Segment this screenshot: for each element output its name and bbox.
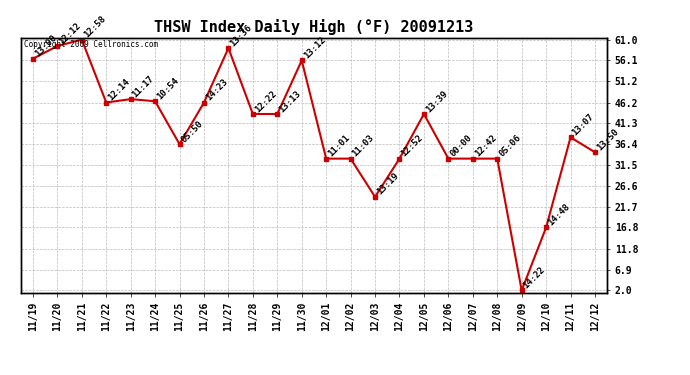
Text: 12:52: 12:52 [400, 133, 425, 159]
Text: 13:19: 13:19 [375, 171, 400, 197]
Text: 10:54: 10:54 [155, 76, 181, 101]
Text: 14:23: 14:23 [204, 77, 229, 102]
Text: 13:36: 13:36 [228, 23, 254, 48]
Text: 13:50: 13:50 [595, 127, 620, 152]
Text: 13:12: 13:12 [302, 35, 327, 60]
Text: 12:58: 12:58 [82, 14, 107, 40]
Text: 13:39: 13:39 [424, 88, 449, 114]
Text: 12:14: 12:14 [106, 77, 132, 102]
Text: 05:06: 05:06 [497, 133, 522, 159]
Text: 12:42: 12:42 [473, 133, 498, 159]
Text: 11:17: 11:17 [130, 74, 156, 99]
Text: Copyright 2009 Cellronics.com: Copyright 2009 Cellronics.com [23, 40, 158, 49]
Text: 00:00: 00:00 [448, 133, 474, 159]
Text: 14:48: 14:48 [546, 202, 571, 228]
Text: 11:03: 11:03 [351, 133, 376, 159]
Text: 14:22: 14:22 [522, 265, 547, 290]
Text: 13:07: 13:07 [571, 112, 596, 137]
Text: 05:50: 05:50 [179, 119, 205, 144]
Text: 12:22: 12:22 [253, 88, 278, 114]
Title: THSW Index Daily High (°F) 20091213: THSW Index Daily High (°F) 20091213 [155, 19, 473, 35]
Text: 13:00: 13:00 [33, 33, 58, 59]
Text: 11:01: 11:01 [326, 133, 351, 159]
Text: 13:13: 13:13 [277, 88, 303, 114]
Text: 12:12: 12:12 [57, 21, 83, 46]
